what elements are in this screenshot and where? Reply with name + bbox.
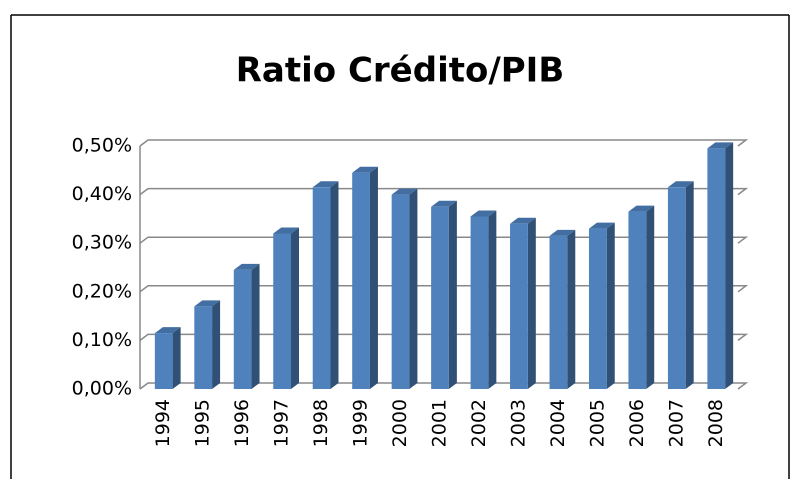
bar-top <box>667 181 694 188</box>
x-tick-label: 2004 <box>547 399 569 447</box>
bar-side <box>330 181 339 389</box>
bar-side <box>685 181 694 389</box>
bar-top <box>510 217 536 224</box>
bar-side <box>291 227 300 389</box>
bar-side <box>646 205 655 389</box>
bar <box>667 187 686 389</box>
x-tick-label: 2008 <box>705 399 727 447</box>
bar <box>312 187 331 389</box>
bar <box>273 233 292 389</box>
x-tick-label: 1996 <box>231 399 253 447</box>
bar-top <box>431 200 457 207</box>
bar <box>628 211 647 389</box>
x-tick-label: 1999 <box>350 399 372 447</box>
bar-top <box>588 222 615 229</box>
bar <box>233 269 252 389</box>
x-tick-label: 2003 <box>507 399 529 447</box>
bar <box>431 206 449 389</box>
x-tick-label: 2006 <box>626 399 648 447</box>
bar-top <box>549 229 576 236</box>
x-tick-label: 1997 <box>271 399 293 447</box>
bar-top <box>352 166 378 173</box>
bar-side <box>606 222 615 389</box>
bar-top <box>391 188 418 195</box>
x-tick-label: 2002 <box>468 399 490 447</box>
x-tick-label: 2000 <box>389 399 411 447</box>
bar <box>588 228 607 389</box>
bar-top <box>273 227 300 234</box>
grid-line <box>139 187 749 196</box>
x-tick-label: 2007 <box>665 399 687 447</box>
bar <box>510 223 528 389</box>
bar-side <box>448 200 457 389</box>
x-tick-label: 2001 <box>429 399 451 447</box>
bar-side <box>488 210 497 389</box>
bar-side <box>527 217 536 389</box>
bar <box>707 148 726 389</box>
bar-side <box>409 188 418 389</box>
grid-line <box>139 139 749 147</box>
bar-side <box>212 300 221 389</box>
x-tick-label: 1994 <box>152 399 174 447</box>
chart-title: Ratio Crédito/PIB <box>236 51 565 91</box>
y-tick-label: 0,30% <box>72 232 132 254</box>
bar-top <box>194 300 221 307</box>
y-tick-label: 0,20% <box>72 280 132 302</box>
bar-side <box>725 142 734 389</box>
bar <box>470 216 489 389</box>
y-tick-label: 0,00% <box>72 378 132 400</box>
bar <box>549 235 568 389</box>
bar-top <box>470 210 497 217</box>
bar-top <box>312 181 339 188</box>
x-tick-label: 2005 <box>586 399 608 447</box>
bar-side <box>251 263 260 389</box>
bar-side <box>172 327 181 389</box>
bar-side <box>369 166 378 389</box>
x-tick-label: 1995 <box>192 399 214 447</box>
bar-top <box>707 142 734 149</box>
bar-side <box>567 229 576 389</box>
y-tick-label: 0,10% <box>72 329 132 351</box>
x-tick-label: 1998 <box>310 399 332 447</box>
bar-top <box>233 263 260 270</box>
bar <box>154 333 173 389</box>
bar-top <box>154 327 181 334</box>
bar <box>352 172 370 389</box>
bar-top <box>628 205 655 212</box>
bar <box>391 194 410 389</box>
bar <box>194 306 213 389</box>
y-tick-label: 0,50% <box>72 135 132 157</box>
y-tick-label: 0,40% <box>72 183 132 205</box>
